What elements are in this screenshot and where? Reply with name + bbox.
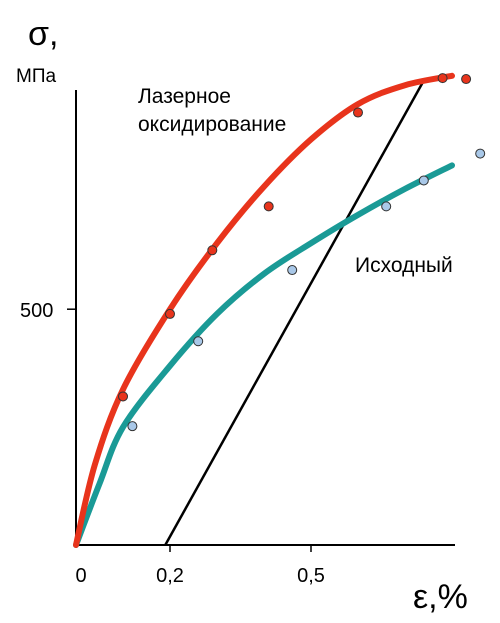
initial-data-point — [193, 336, 204, 347]
x-axis-label: ε,% — [413, 578, 468, 616]
y-axis-unit: МПа — [16, 66, 56, 87]
x-tick-label: 0 — [75, 565, 86, 587]
initial-data-point — [381, 201, 392, 212]
laser-data-point — [353, 107, 363, 118]
y-tick-label: 500 — [20, 300, 53, 322]
initial-data-point — [418, 175, 429, 186]
laser-data-point — [165, 308, 175, 319]
laser-series-line — [73, 72, 455, 548]
laser-data-point — [437, 73, 448, 84]
reference-line — [164, 79, 425, 546]
laser-data-point — [207, 245, 218, 256]
points — [118, 73, 486, 432]
initial-series-label: Исходный — [355, 254, 453, 277]
labels: σ, МПа ε,% Лазерное оксидирование Исходный — [16, 15, 468, 616]
initial-series-line — [73, 162, 455, 548]
x-tick-label: 0,2 — [156, 565, 184, 587]
y-axis-label: σ, — [28, 15, 58, 53]
initial-data-point — [127, 421, 138, 432]
curves — [73, 72, 455, 548]
initial-data-point — [475, 148, 486, 159]
laser-data-point — [118, 391, 128, 402]
x-tick-label: 0,5 — [297, 565, 325, 587]
ticks: 0 0,2 0,5 500 — [20, 300, 325, 587]
laser-data-point — [263, 201, 274, 212]
initial-data-point — [287, 265, 298, 276]
laser-series-label: Лазерное оксидирование — [138, 85, 286, 136]
axes — [75, 90, 455, 546]
laser-data-point — [461, 74, 472, 85]
